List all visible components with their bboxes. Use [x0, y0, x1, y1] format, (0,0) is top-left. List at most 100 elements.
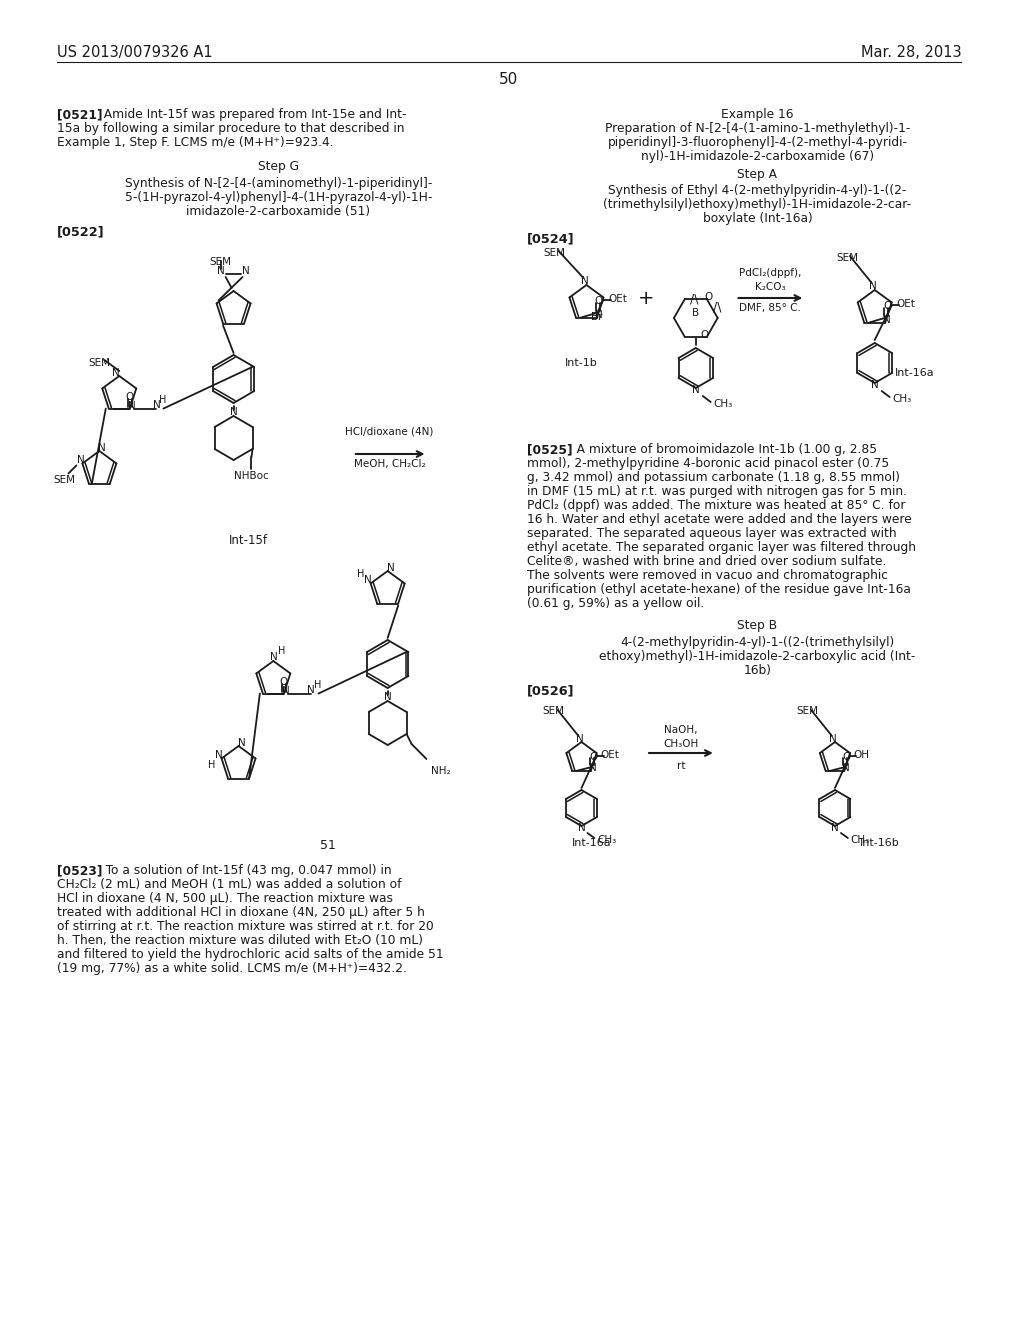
Text: (trimethylsilyl)ethoxy)methyl)-1H-imidazole-2-car-: (trimethylsilyl)ethoxy)methyl)-1H-imidaz…	[603, 198, 911, 211]
Text: mmol), 2-methylpyridine 4-boronic acid pinacol ester (0.75: mmol), 2-methylpyridine 4-boronic acid p…	[526, 457, 889, 470]
Text: boxylate (Int-16a): boxylate (Int-16a)	[702, 213, 812, 224]
Text: 16b): 16b)	[743, 664, 771, 677]
Text: B: B	[692, 308, 699, 318]
Text: and filtered to yield the hydrochloric acid salts of the amide 51: and filtered to yield the hydrochloric a…	[56, 948, 443, 961]
Text: N: N	[575, 734, 584, 744]
Text: OEt: OEt	[896, 298, 915, 309]
Text: N: N	[77, 455, 84, 466]
Text: PdCl₂ (dppf) was added. The mixture was heated at 85° C. for: PdCl₂ (dppf) was added. The mixture was …	[526, 499, 905, 512]
Text: (19 mg, 77%) as a white solid. LCMS m/e (M+H⁺)=432.2.: (19 mg, 77%) as a white solid. LCMS m/e …	[56, 962, 407, 975]
Text: N: N	[282, 685, 290, 696]
Text: (0.61 g, 59%) as a yellow oil.: (0.61 g, 59%) as a yellow oil.	[526, 597, 705, 610]
Text: N: N	[238, 738, 246, 748]
Text: OEt: OEt	[600, 750, 620, 760]
Text: CH₃OH: CH₃OH	[664, 739, 698, 748]
Text: NHBoc: NHBoc	[234, 471, 269, 480]
Text: nyl)-1H-imidazole-2-carboxamide (67): nyl)-1H-imidazole-2-carboxamide (67)	[641, 150, 874, 162]
Text: 5-(1H-pyrazol-4-yl)phenyl]-4-(1H-pyrazol-4-yl)-1H-: 5-(1H-pyrazol-4-yl)phenyl]-4-(1H-pyrazol…	[125, 191, 432, 205]
Text: H: H	[278, 645, 285, 656]
Text: O: O	[843, 752, 851, 762]
Text: Synthesis of Ethyl 4-(2-methylpyridin-4-yl)-1-((2-: Synthesis of Ethyl 4-(2-methylpyridin-4-…	[608, 183, 906, 197]
Text: [0522]: [0522]	[56, 224, 104, 238]
Text: ethyl acetate. The separated organic layer was filtered through: ethyl acetate. The separated organic lay…	[526, 541, 915, 554]
Text: NaOH,: NaOH,	[665, 725, 697, 735]
Text: Int-1b: Int-1b	[565, 358, 598, 368]
Text: O: O	[700, 330, 709, 341]
Text: N: N	[128, 400, 135, 411]
Text: N: N	[692, 385, 699, 395]
Text: 15a by following a similar procedure to that described in: 15a by following a similar procedure to …	[56, 121, 404, 135]
Text: CH₂Cl₂ (2 mL) and MeOH (1 mL) was added a solution of: CH₂Cl₂ (2 mL) and MeOH (1 mL) was added …	[56, 878, 401, 891]
Text: purification (ethyl acetate-hexane) of the residue gave Int-16a: purification (ethyl acetate-hexane) of t…	[526, 583, 910, 597]
Text: Example 16: Example 16	[721, 108, 794, 121]
Text: N: N	[870, 380, 879, 389]
Text: OH: OH	[853, 750, 869, 760]
Text: N: N	[229, 407, 238, 417]
Text: treated with additional HCl in dioxane (4N, 250 μL) after 5 h: treated with additional HCl in dioxane (…	[56, 906, 425, 919]
Text: O: O	[280, 677, 288, 686]
Text: HCl/dioxane (4N): HCl/dioxane (4N)	[345, 426, 434, 436]
Text: K₂CO₃: K₂CO₃	[755, 282, 785, 292]
Text: H: H	[313, 680, 322, 689]
Text: N: N	[595, 310, 603, 319]
Text: O: O	[705, 292, 713, 302]
Text: Amide Int-15f was prepared from Int-15e and Int-: Amide Int-15f was prepared from Int-15e …	[96, 108, 407, 121]
Text: /\: /\	[690, 293, 698, 305]
Text: Int-15f: Int-15f	[229, 535, 268, 546]
Text: Step B: Step B	[737, 619, 777, 632]
Text: Step A: Step A	[737, 168, 777, 181]
Text: OEt: OEt	[608, 293, 627, 304]
Text: [0524]: [0524]	[526, 232, 574, 246]
Text: CH₃: CH₃	[851, 836, 870, 845]
Text: N: N	[153, 400, 161, 409]
Text: imidazole-2-carboxamide (51): imidazole-2-carboxamide (51)	[186, 205, 371, 218]
Text: The solvents were removed in vacuo and chromatographic: The solvents were removed in vacuo and c…	[526, 569, 888, 582]
Text: N: N	[217, 267, 224, 276]
Text: of stirring at r.t. The reaction mixture was stirred at r.t. for 20: of stirring at r.t. The reaction mixture…	[56, 920, 433, 933]
Text: N: N	[384, 692, 391, 702]
Text: Preparation of N-[2-[4-(1-amino-1-methylethyl)-1-: Preparation of N-[2-[4-(1-amino-1-methyl…	[605, 121, 910, 135]
Text: N: N	[113, 368, 120, 378]
Text: [0521]: [0521]	[56, 108, 102, 121]
Text: CH₃: CH₃	[597, 836, 616, 845]
Text: Synthesis of N-[2-[4-(aminomethyl)-1-piperidinyl]-: Synthesis of N-[2-[4-(aminomethyl)-1-pip…	[125, 177, 432, 190]
Text: SEM: SEM	[836, 253, 858, 263]
Text: DMF, 85° C.: DMF, 85° C.	[739, 304, 802, 313]
Text: Step G: Step G	[258, 160, 299, 173]
Text: US 2013/0079326 A1: US 2013/0079326 A1	[56, 45, 212, 59]
Text: SEM: SEM	[543, 706, 564, 715]
Text: SEM: SEM	[544, 248, 565, 257]
Text: N: N	[843, 763, 850, 774]
Text: Int-16b: Int-16b	[860, 838, 899, 847]
Text: O: O	[883, 301, 891, 310]
Text: SEM: SEM	[210, 257, 231, 267]
Text: H: H	[357, 569, 365, 579]
Text: N: N	[270, 652, 279, 663]
Text: 4-(2-methylpyridin-4-yl)-1-((2-(trimethylsilyl): 4-(2-methylpyridin-4-yl)-1-((2-(trimethy…	[621, 636, 895, 649]
Text: [0526]: [0526]	[526, 684, 574, 697]
Text: N: N	[242, 267, 250, 276]
Text: Int-16a: Int-16a	[571, 838, 611, 847]
Text: g, 3.42 mmol) and potassium carbonate (1.18 g, 8.55 mmol): g, 3.42 mmol) and potassium carbonate (1…	[526, 471, 900, 484]
Text: N: N	[97, 444, 105, 453]
Text: 51: 51	[321, 840, 336, 851]
Text: +: +	[638, 289, 654, 308]
Text: 50: 50	[500, 73, 518, 87]
Text: N: N	[215, 751, 222, 760]
Text: N: N	[884, 314, 891, 325]
Text: A mixture of bromoimidazole Int-1b (1.00 g, 2.85: A mixture of bromoimidazole Int-1b (1.00…	[564, 444, 877, 455]
Text: Celite®, washed with brine and dried over sodium sulfate.: Celite®, washed with brine and dried ove…	[526, 554, 886, 568]
Text: N: N	[831, 822, 839, 833]
Text: HCl in dioxane (4 N, 500 μL). The reaction mixture was: HCl in dioxane (4 N, 500 μL). The reacti…	[56, 892, 392, 906]
Text: CH₃: CH₃	[714, 399, 733, 409]
Text: /\: /\	[714, 300, 722, 313]
Text: To a solution of Int-15f (43 mg, 0.047 mmol) in: To a solution of Int-15f (43 mg, 0.047 m…	[94, 865, 392, 876]
Text: ethoxy)methyl)-1H-imidazole-2-carboxylic acid (Int-: ethoxy)methyl)-1H-imidazole-2-carboxylic…	[599, 649, 915, 663]
Text: H: H	[159, 395, 166, 404]
Text: SEM: SEM	[88, 358, 111, 368]
Text: O: O	[589, 752, 597, 762]
Text: N: N	[868, 281, 877, 290]
Text: N: N	[578, 822, 586, 833]
Text: N: N	[829, 734, 837, 744]
Text: NH₂: NH₂	[431, 766, 451, 776]
